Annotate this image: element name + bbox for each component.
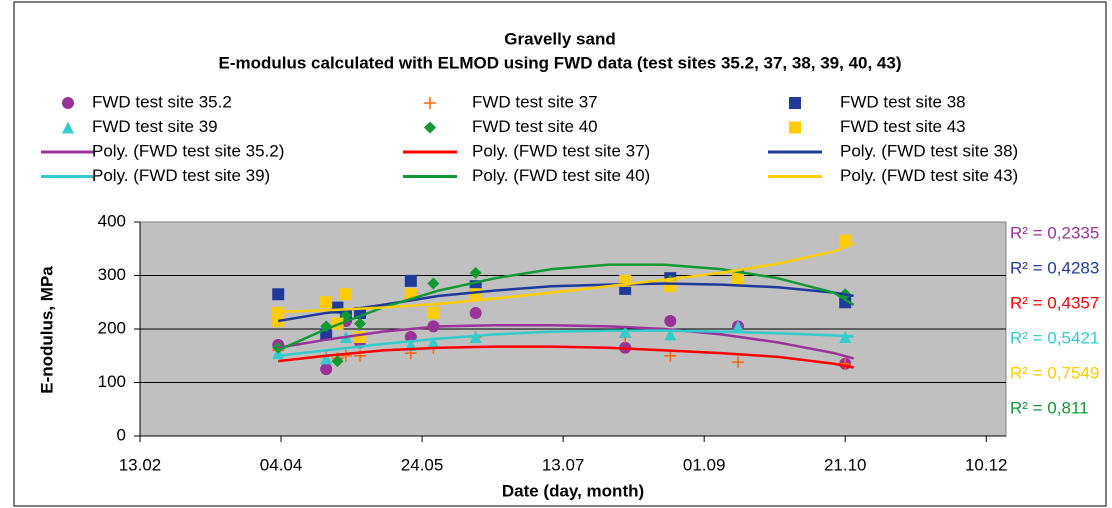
y-tick-label: 100 — [98, 372, 126, 391]
marker — [354, 317, 367, 330]
trend-line — [278, 345, 854, 369]
marker — [320, 352, 333, 365]
x-tick-label: 13.02 — [119, 455, 162, 474]
legend-label: FWD test site 38 — [840, 92, 966, 111]
legend-marker — [789, 121, 801, 134]
legend-marker — [789, 97, 801, 109]
legend-marker — [424, 97, 436, 109]
marker — [427, 277, 440, 290]
y-tick-label: 0 — [117, 425, 126, 444]
marker — [427, 336, 440, 349]
r-squared-label: R² = 0,4357 — [1010, 293, 1099, 312]
legend-label: Poly. (FWD test site 37) — [472, 141, 650, 160]
marker — [732, 272, 745, 285]
legend-label: FWD test site 43 — [840, 117, 966, 136]
marker — [664, 280, 677, 293]
legend-label: Poly. (FWD test site 38) — [840, 141, 1018, 160]
r-squared-label: R² = 0,7549 — [1010, 363, 1099, 382]
legend-label: FWD test site 40 — [472, 117, 598, 136]
legend-label: FWD test site 37 — [472, 92, 598, 111]
chart-subtitle: E-modulus calculated with ELMOD using FW… — [218, 53, 901, 72]
marker — [331, 355, 344, 368]
legend-label: Poly. (FWD test site 39) — [92, 166, 270, 185]
legend-marker — [424, 121, 436, 134]
marker — [339, 349, 352, 362]
marker — [320, 296, 333, 309]
marker — [664, 328, 677, 341]
y-axis-label: E-nodulus, MPa — [37, 266, 56, 394]
marker — [664, 314, 677, 327]
x-tick-label: 01.09 — [683, 455, 726, 474]
r-squared-label: R² = 0,2335 — [1010, 223, 1099, 242]
r-squared-label: R² = 0,811 — [1010, 398, 1089, 417]
marker — [469, 288, 482, 301]
y-tick-label: 300 — [98, 265, 126, 284]
chart-title: Gravelly sand — [504, 29, 616, 48]
marker — [469, 266, 482, 279]
trend-line — [278, 242, 855, 314]
marker — [839, 234, 852, 247]
marker — [427, 306, 440, 319]
x-tick-label: 13.07 — [542, 455, 585, 474]
y-tick-label: 200 — [98, 318, 126, 337]
legend-label: FWD test site 35.2 — [92, 92, 232, 111]
marker — [320, 363, 333, 376]
x-axis-label: Date (day, month) — [502, 481, 644, 500]
r-squared-label: R² = 0,4283 — [1010, 258, 1099, 277]
marker — [839, 357, 852, 370]
legend-label: Poly. (FWD test site 43) — [840, 166, 1018, 185]
legend-label: Poly. (FWD test site 35.2) — [92, 141, 284, 160]
marker — [272, 288, 285, 301]
y-tick-label: 400 — [98, 211, 126, 230]
marker — [339, 288, 352, 301]
legend-label: Poly. (FWD test site 40) — [472, 166, 650, 185]
trend-line — [278, 329, 854, 357]
marker — [404, 274, 417, 287]
legend-marker — [62, 97, 74, 109]
x-tick-label: 24.05 — [401, 455, 444, 474]
r-squared-label: R² = 0,5421 — [1010, 328, 1099, 347]
legend-label: FWD test site 39 — [92, 117, 218, 136]
x-tick-label: 10.12 — [965, 455, 1008, 474]
x-tick-label: 04.04 — [260, 455, 303, 474]
marker — [732, 356, 745, 369]
marker — [354, 331, 367, 344]
trend-line — [277, 263, 855, 352]
trend-line — [278, 324, 855, 360]
legend-marker — [62, 121, 74, 134]
x-tick-label: 21.10 — [824, 455, 867, 474]
marker — [469, 306, 482, 319]
trend-line — [278, 282, 854, 323]
marker — [732, 320, 745, 333]
